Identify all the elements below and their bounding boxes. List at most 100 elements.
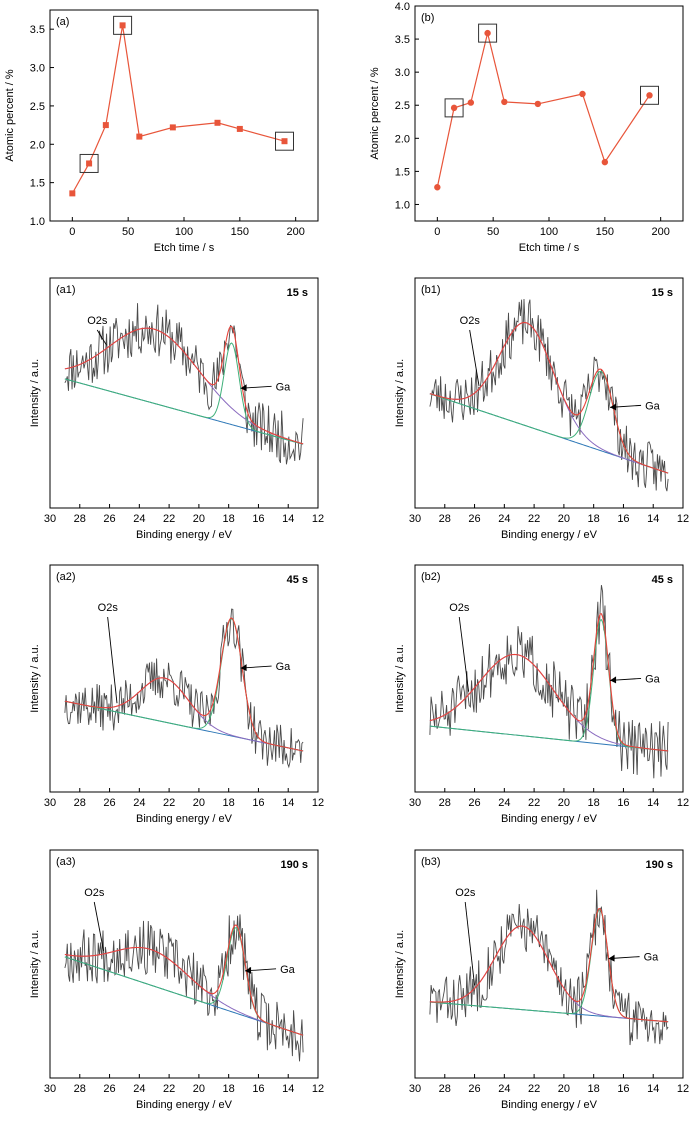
x-tick-label: 30 <box>44 797 56 809</box>
x-tick-label: 20 <box>193 1083 205 1095</box>
chart-panel-b3: 30 28 26 24 22 20 18 16 14 12 Binding energy / eV I… <box>394 849 689 1111</box>
ga-arrowhead <box>610 403 617 411</box>
ga-label: Ga <box>276 381 292 393</box>
x-tick-label: 30 <box>409 1083 421 1095</box>
o2s-component-line <box>64 327 304 445</box>
plot-frame <box>414 277 684 509</box>
raw-spectrum-line <box>64 608 304 769</box>
y-tick-label: 3.0 <box>395 67 410 79</box>
x-axis-title: Binding energy / eV <box>136 1099 233 1111</box>
etch-time-label: 15 s <box>652 287 673 299</box>
etch-time-label: 190 s <box>280 859 308 871</box>
etch-time-label: 45 s <box>287 574 308 586</box>
x-tick-label: 24 <box>133 513 145 525</box>
y-tick-label: 4.0 <box>395 1 410 13</box>
x-tick-label: 30 <box>44 1083 56 1095</box>
x-tick-label: 12 <box>312 513 324 525</box>
x-tick-label: 14 <box>282 513 294 525</box>
o2s-arrow <box>96 329 107 346</box>
y-tick-label: 2.0 <box>395 133 410 145</box>
data-point <box>450 104 458 112</box>
o2s-arrow <box>469 329 480 386</box>
x-tick-label: 20 <box>558 797 570 809</box>
x-tick-label: 12 <box>312 797 324 809</box>
plot-frame <box>414 5 684 222</box>
o2s-label: O2s <box>98 602 119 614</box>
x-axis-title: Etch time / s <box>519 242 580 254</box>
chart-panel-a3: 30 28 26 24 22 20 18 16 14 12 Binding energy / eV I… <box>29 849 324 1111</box>
x-tick-label: 24 <box>133 797 145 809</box>
x-tick-label: 28 <box>439 513 451 525</box>
highlight-box <box>478 23 498 43</box>
series-line <box>71 25 285 194</box>
x-tick-label: 100 <box>540 226 558 238</box>
ga-label: Ga <box>645 400 661 412</box>
y-tick-label: 2.5 <box>395 100 410 112</box>
x-tick-label: 18 <box>223 513 235 525</box>
x-tick-label: 150 <box>231 226 249 238</box>
x-axis-title: Binding energy / eV <box>501 529 598 541</box>
data-point <box>646 92 653 99</box>
x-tick-label: 26 <box>468 513 480 525</box>
x-tick-label: 24 <box>133 1083 145 1095</box>
envelope-line <box>64 924 304 1036</box>
x-axis-title: Binding energy / eV <box>136 813 233 825</box>
ga-label: Ga <box>644 952 660 964</box>
panel-label: (a) <box>56 16 69 28</box>
y-axis-title: Intensity / a.u. <box>29 930 41 998</box>
x-tick-label: 14 <box>282 1083 294 1095</box>
x-tick-label: 50 <box>487 226 499 238</box>
x-tick-label: 16 <box>252 513 264 525</box>
envelope-line <box>64 617 304 752</box>
panel-label: (b2) <box>421 571 441 583</box>
ga-label: Ga <box>280 964 296 976</box>
x-axis-title: Binding energy / eV <box>136 529 233 541</box>
o2s-label: O2s <box>460 315 481 327</box>
highlight-box <box>444 98 464 118</box>
data-point <box>281 138 288 145</box>
x-tick-label: 18 <box>223 1083 235 1095</box>
ga-arrowhead <box>240 384 247 392</box>
y-tick-label: 1.5 <box>30 178 45 190</box>
chart-panel-b2: 30 28 26 24 22 20 18 16 14 12 Binding energy / eV I… <box>394 564 689 825</box>
x-tick-label: 12 <box>312 1083 324 1095</box>
chart-panel-b1: 30 28 26 24 22 20 18 16 14 12 Binding energy / eV I… <box>394 277 689 541</box>
x-tick-label: 14 <box>647 1083 659 1095</box>
data-point <box>86 160 93 167</box>
y-axis-title: Intensity / a.u. <box>394 359 406 427</box>
ga-arrowhead <box>608 954 615 962</box>
highlight-box <box>275 131 294 151</box>
data-point <box>236 125 243 132</box>
x-tick-label: 24 <box>498 513 510 525</box>
o2s-label: O2s <box>455 887 476 899</box>
y-tick-label: 1.0 <box>30 216 45 228</box>
o2s-arrow <box>107 616 118 704</box>
chart-panel-a1: 30 28 26 24 22 20 18 16 14 12 Binding energy / eV I… <box>29 277 324 541</box>
x-tick-label: 50 <box>122 226 134 238</box>
data-point <box>467 99 475 106</box>
highlight-box <box>113 15 133 35</box>
etch-time-label: 45 s <box>652 574 673 586</box>
chart-panel-a: 0 50 100 150 200 1.0 1.5 2.0 2.5 3.0 3.5 Etch time … <box>4 9 319 254</box>
x-tick-label: 20 <box>558 1083 570 1095</box>
o2s-arrow <box>93 901 105 951</box>
data-point <box>214 119 221 126</box>
ga-label: Ga <box>645 673 661 685</box>
chart-panel-b: 0 50 100 150 200 1.0 1.5 2.0 2.5 3.0 3.5 4.0 Etch ti… <box>369 1 684 254</box>
x-tick-label: 20 <box>193 797 205 809</box>
x-tick-label: 0 <box>69 226 75 238</box>
x-tick-label: 30 <box>44 513 56 525</box>
raw-spectrum-line <box>429 585 669 779</box>
x-tick-label: 30 <box>409 513 421 525</box>
plot-frame <box>414 849 684 1079</box>
x-tick-label: 12 <box>677 513 689 525</box>
chart-panel-a2: 30 28 26 24 22 20 18 16 14 12 Binding energy / eV I… <box>29 564 324 825</box>
x-tick-label: 24 <box>498 1083 510 1095</box>
x-tick-label: 100 <box>175 226 193 238</box>
y-axis-title: Atomic percent / % <box>369 67 381 160</box>
plot-frame <box>414 564 684 793</box>
x-tick-label: 18 <box>588 1083 600 1095</box>
o2s-arrow <box>458 616 470 692</box>
x-tick-label: 28 <box>439 1083 451 1095</box>
ga-component-line <box>429 618 669 752</box>
